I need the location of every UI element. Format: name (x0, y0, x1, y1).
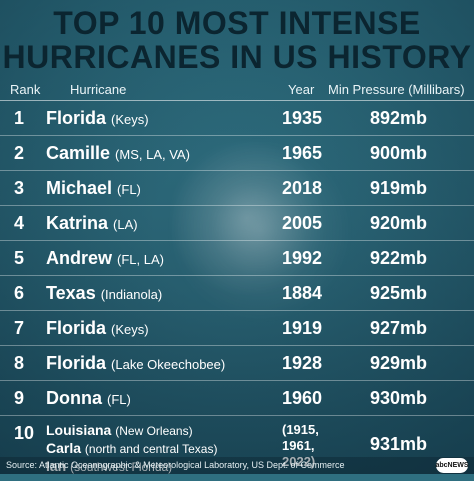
row-year: 1884 (282, 283, 323, 303)
row-pressure: 929mb (370, 353, 428, 373)
row-year: 2005 (282, 213, 323, 233)
row-year: 1992 (282, 248, 323, 268)
hurricane-location: (Lake Okeechobee) (111, 357, 226, 372)
hurricane-name: Florida (46, 353, 107, 373)
row-rank: 6 (14, 283, 25, 303)
hurricane-location: (MS, LA, VA) (115, 147, 190, 162)
hurricane-location: (Keys) (111, 322, 149, 337)
hurricane-name: Florida (46, 318, 107, 338)
hurricane-name: Carla (46, 440, 82, 456)
row-year: 1965 (282, 143, 323, 163)
row-rank: 3 (14, 178, 25, 198)
row-rank: 4 (14, 213, 25, 233)
row-rank: 7 (14, 318, 25, 338)
row-pressure: 927mb (370, 318, 428, 338)
hurricane-location: (FL) (117, 182, 141, 197)
hurricane-location: (LA) (113, 217, 138, 232)
table-row: 4 Katrina (LA) 2005 920mb (0, 206, 474, 241)
row-hurricane: Florida (Keys) (46, 108, 149, 129)
year-line: 2022) (282, 454, 316, 469)
row-pressure: 892mb (370, 108, 428, 128)
title-line-1: TOP 10 MOST INTENSE (53, 5, 421, 41)
row-year: 1960 (282, 388, 323, 408)
column-header-rank: Rank (10, 82, 41, 97)
hurricane-name: Ian (46, 458, 67, 474)
row-hurricane: Donna (FL) (46, 388, 131, 409)
row-rank: 5 (14, 248, 25, 268)
row-rank: 10 (14, 423, 35, 443)
row-hurricane: Florida (Lake Okeechobee) (46, 353, 225, 374)
row-year: 2018 (282, 178, 323, 198)
hurricane-entry: Ian (southwest Florida) (46, 458, 217, 476)
row-hurricane: Florida (Keys) (46, 318, 149, 339)
hurricane-location: (Keys) (111, 112, 149, 127)
row-pressure: 925mb (370, 283, 428, 303)
row-pressure: 900mb (370, 143, 428, 163)
hurricane-name: Michael (46, 178, 113, 198)
row-years: (1915, 1961, 2022) (282, 422, 319, 470)
source-text: Source: Atlantic Oceanographic & Meteoro… (6, 460, 345, 470)
row-rank: 9 (14, 388, 25, 408)
column-header-year: Year (288, 82, 315, 97)
hurricane-table: 1 Florida (Keys) 1935 892mb 2 Camille (M… (0, 101, 474, 481)
hurricane-location: (FL, LA) (117, 252, 164, 267)
row-hurricane: Texas (Indianola) (46, 283, 162, 304)
hurricane-location: (New Orleans) (115, 424, 193, 438)
row-rank: 2 (14, 143, 25, 163)
hurricane-entry: Carla (north and central Texas) (46, 440, 217, 458)
row-pressure: 931mb (370, 434, 428, 454)
row-pressure: 920mb (370, 213, 428, 233)
row-pressure: 930mb (370, 388, 428, 408)
hurricane-location: (FL) (107, 392, 131, 407)
row-hurricane: Andrew (FL, LA) (46, 248, 164, 269)
table-row: 2 Camille (MS, LA, VA) 1965 900mb (0, 136, 474, 171)
hurricane-name: Donna (46, 388, 102, 408)
table-row: 6 Texas (Indianola) 1884 925mb (0, 276, 474, 311)
row-rank: 8 (14, 353, 25, 373)
row-year: 1935 (282, 108, 323, 128)
hurricane-name: Camille (46, 143, 111, 163)
table-row: 7 Florida (Keys) 1919 927mb (0, 311, 474, 346)
table-row: 1 Florida (Keys) 1935 892mb (0, 101, 474, 136)
header-divider (0, 100, 474, 101)
table-row: 3 Michael (FL) 2018 919mb (0, 171, 474, 206)
year-line: (1915, (282, 422, 319, 437)
row-year: 1928 (282, 353, 323, 373)
column-header-hurricane: Hurricane (70, 82, 127, 97)
hurricane-location: (north and central Texas) (84, 442, 218, 456)
footer: Source: Atlantic Oceanographic & Meteoro… (0, 457, 474, 474)
row-hurricane: Michael (FL) (46, 178, 141, 199)
row-hurricanes-tied: Louisiana (New Orleans) Carla (north and… (46, 422, 217, 476)
title-line-2: HURRICANES IN US HISTORY (2, 39, 472, 75)
hurricane-entry: Louisiana (New Orleans) (46, 422, 217, 440)
hurricane-location: (Indianola) (100, 287, 163, 302)
hurricane-name: Katrina (46, 213, 109, 233)
row-hurricane: Katrina (LA) (46, 213, 138, 234)
row-pressure: 919mb (370, 178, 428, 198)
hurricane-name: Louisiana (46, 422, 112, 438)
hurricane-name: Texas (46, 283, 96, 303)
abc-news-logo: abcNEWS (435, 458, 469, 473)
row-year: 1919 (282, 318, 323, 338)
table-row: 5 Andrew (FL, LA) 1992 922mb (0, 241, 474, 276)
column-header-pressure: Min Pressure (Millibars) (328, 82, 465, 97)
row-hurricane: Camille (MS, LA, VA) (46, 143, 190, 164)
table-row: 10 Louisiana (New Orleans) Carla (north … (0, 416, 474, 481)
hurricane-location: (southwest Florida) (70, 460, 173, 474)
column-headers: Rank Hurricane Year Min Pressure (Millib… (0, 80, 474, 100)
hurricane-eye-swirl (150, 120, 370, 340)
row-rank: 1 (14, 108, 25, 128)
hurricane-name: Andrew (46, 248, 113, 268)
header: TOP 10 MOST INTENSE HURRICANES IN US HIS… (0, 0, 474, 80)
row-pressure: 922mb (370, 248, 428, 268)
year-line: 1961, (282, 438, 315, 453)
hurricane-name: Florida (46, 108, 107, 128)
table-row: 9 Donna (FL) 1960 930mb (0, 381, 474, 416)
table-row: 8 Florida (Lake Okeechobee) 1928 929mb (0, 346, 474, 381)
